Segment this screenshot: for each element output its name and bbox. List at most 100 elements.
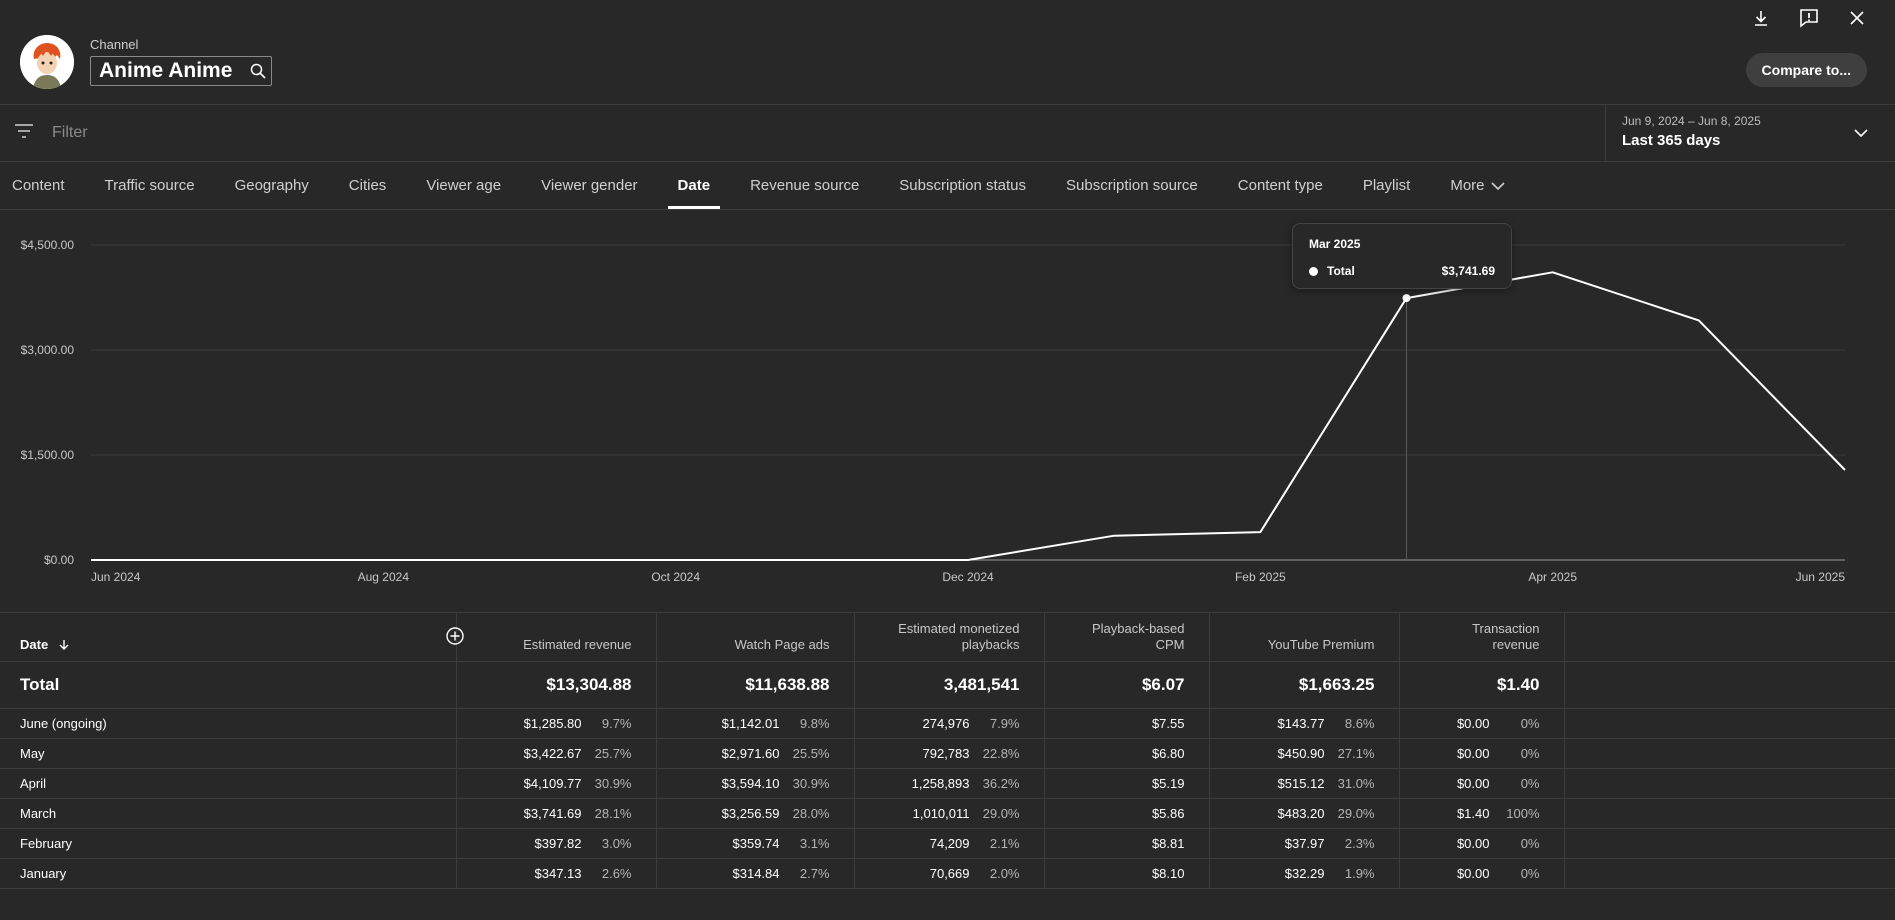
tooltip-title: Mar 2025	[1309, 237, 1361, 251]
total-cell: $11,638.88	[656, 661, 855, 708]
col-label: Transaction revenue	[1472, 620, 1540, 652]
cell-percent: 7.9%	[989, 715, 1020, 731]
cell-value: 74,209	[929, 835, 970, 851]
y-tick-label: $0.00	[44, 553, 74, 567]
tab-date[interactable]: Date	[658, 162, 731, 209]
cell-percent: 9.7%	[601, 715, 632, 731]
cell-percent: 0%	[1520, 835, 1540, 851]
spacer-cell	[1564, 768, 1895, 798]
cell-value: $143.77	[1277, 715, 1325, 731]
tab-geography[interactable]: Geography	[215, 162, 329, 209]
row-cell: $8.81	[1044, 828, 1210, 858]
tab-label: Content	[12, 177, 65, 194]
col-header-watch-page-ads[interactable]: Watch Page ads	[656, 613, 855, 661]
cell-percent: 100%	[1506, 805, 1540, 821]
feedback-icon[interactable]	[1795, 4, 1823, 32]
cell-value: $8.10	[1151, 865, 1185, 881]
cell-value: $397.82	[534, 835, 582, 851]
cell-value: $7.55	[1151, 715, 1185, 731]
col-header-monetized-playbacks[interactable]: Estimated monetized playbacks	[854, 613, 1045, 661]
filter-bar[interactable]: Filter	[0, 105, 1605, 162]
cell-percent: 36.2%	[982, 775, 1020, 791]
cell-percent: 29.0%	[1337, 805, 1375, 821]
y-tick-label: $1,500.00	[21, 448, 75, 462]
tab-viewer-age[interactable]: Viewer age	[406, 162, 521, 209]
close-icon[interactable]	[1843, 4, 1871, 32]
add-column-icon[interactable]	[446, 627, 464, 645]
compare-button[interactable]: Compare to...	[1745, 53, 1867, 87]
row-cell: $450.90 27.1%	[1209, 738, 1400, 768]
col-header-transaction-revenue[interactable]: Transaction revenue	[1399, 613, 1565, 661]
col-header-estimated-revenue[interactable]: Estimated revenue	[456, 613, 657, 661]
row-cell: $32.29 1.9%	[1209, 858, 1400, 888]
tab-label: Traffic source	[104, 177, 195, 194]
table-row[interactable]: February $397.82 3.0% $359.74 3.1% 74,209 2.1%…	[0, 828, 1895, 858]
cell-percent: 28.1%	[594, 805, 632, 821]
table-row[interactable]: May $3,422.67 25.7% $2,971.60 25.5% 792,783 22…	[0, 738, 1895, 768]
table-row[interactable]: March $3,741.69 28.1% $3,256.59 28.0% 1,010,0…	[0, 798, 1895, 828]
download-icon[interactable]	[1747, 4, 1775, 32]
cell-value: $3,256.59	[721, 805, 780, 821]
date-range-label: Last 365 days	[1622, 132, 1721, 149]
tab-traffic-source[interactable]: Traffic source	[85, 162, 215, 209]
cell-percent: 30.9%	[594, 775, 632, 791]
tab-cities[interactable]: Cities	[329, 162, 407, 209]
table-row[interactable]: January $347.13 2.6% $314.84 2.7% 70,669 2.0% $…	[0, 858, 1895, 888]
tab-subscription-source[interactable]: Subscription source	[1046, 162, 1218, 209]
window-actions	[1747, 4, 1871, 32]
row-cell: 792,783 22.8%	[854, 738, 1045, 768]
cell-percent: 1.9%	[1344, 865, 1375, 881]
filter-icon[interactable]	[14, 123, 34, 144]
line-chart-svg: $0.00 $1,500.00 $3,000.00 $4,500.00 Jun 2024…	[21, 238, 1846, 584]
chevron-down-icon	[1490, 181, 1505, 191]
cell-value: $0.00	[1456, 745, 1490, 761]
chart-tooltip: Mar 2025 Total $3,741.69	[1292, 223, 1512, 289]
col-header-cpm[interactable]: Playback-based CPM	[1044, 613, 1210, 661]
x-tick-label: Apr 2025	[1528, 570, 1577, 584]
channel-avatar	[20, 35, 74, 89]
table-row[interactable]: April $4,109.77 30.9% $3,594.10 30.9% 1,258,8…	[0, 768, 1895, 798]
row-cell: $3,594.10 30.9%	[656, 768, 855, 798]
cell-percent: 29.0%	[982, 805, 1020, 821]
tab-subscription-status[interactable]: Subscription status	[879, 162, 1046, 209]
search-icon[interactable]	[245, 63, 271, 79]
row-cell: 70,669 2.0%	[854, 858, 1045, 888]
dimension-tabs: Content Traffic source Geography Cities …	[0, 162, 1895, 210]
cell-percent: 25.7%	[594, 745, 632, 761]
table-row[interactable]: June (ongoing) $1,285.80 9.7% $1,142.01 9.8%…	[0, 708, 1895, 738]
cell-value: $0.00	[1456, 835, 1490, 851]
highlight-point	[1402, 294, 1411, 303]
total-cell: $1,663.25	[1209, 661, 1400, 708]
row-cell: $347.13 2.6%	[456, 858, 657, 888]
col-header-date[interactable]: Date	[0, 613, 464, 661]
spacer-cell	[1564, 798, 1895, 828]
cell-value: $6.80	[1151, 745, 1185, 761]
row-label: March	[0, 798, 457, 828]
row-cell: $0.00 0%	[1399, 738, 1565, 768]
sort-down-icon[interactable]	[58, 639, 70, 651]
row-cell: $5.86	[1044, 798, 1210, 828]
cell-value: $5.86	[1151, 805, 1185, 821]
tab-playlist[interactable]: Playlist	[1343, 162, 1431, 209]
tab-viewer-gender[interactable]: Viewer gender	[521, 162, 657, 209]
row-label: January	[0, 858, 457, 888]
table-total-row: Total $13,304.88 $11,638.88 3,481,541 $6…	[0, 661, 1895, 708]
row-label: June (ongoing)	[0, 708, 457, 738]
row-cell: 274,976 7.9%	[854, 708, 1045, 738]
channel-name: Anime Anime	[99, 59, 233, 82]
col-header-youtube-premium[interactable]: YouTube Premium	[1209, 613, 1400, 661]
cell-value: $0.00	[1456, 715, 1490, 731]
tab-more[interactable]: More	[1430, 162, 1524, 209]
tab-content[interactable]: Content	[0, 162, 85, 209]
tab-revenue-source[interactable]: Revenue source	[730, 162, 879, 209]
tab-label: Cities	[348, 177, 387, 194]
tab-content-type[interactable]: Content type	[1218, 162, 1343, 209]
chevron-down-icon	[1854, 125, 1868, 143]
row-cell: 1,010,011 29.0%	[854, 798, 1045, 828]
series-line-total	[91, 271, 1846, 561]
tab-label: Viewer age	[426, 177, 502, 194]
row-cell: $1,142.01 9.8%	[656, 708, 855, 738]
row-cell: $314.84 2.7%	[656, 858, 855, 888]
channel-selector[interactable]: Anime Anime	[90, 56, 272, 86]
date-range-selector[interactable]: Jun 9, 2024 – Jun 8, 2025 Last 365 days	[1605, 105, 1895, 162]
